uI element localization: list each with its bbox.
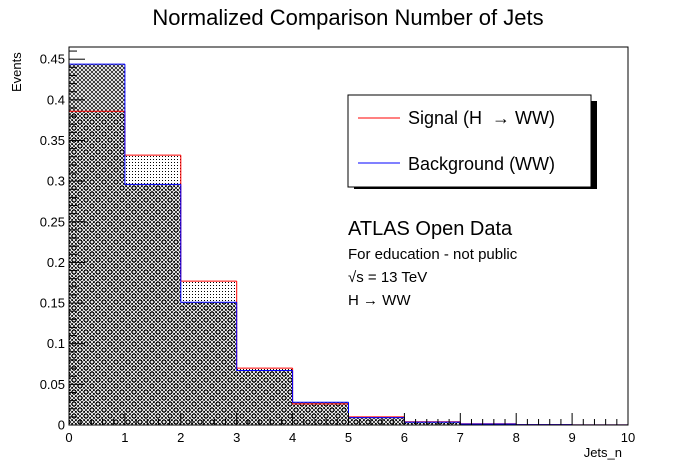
legend: Signal (H → WW) Background (WW) <box>347 94 597 189</box>
y-tick-label: 0.25 <box>40 214 65 229</box>
x-tick-label: 3 <box>233 430 240 445</box>
x-tick-label: 7 <box>457 430 464 445</box>
y-tick-label: 0.15 <box>40 296 65 311</box>
y-tick-label: 0.2 <box>47 255 65 270</box>
x-tick-label: 2 <box>177 430 184 445</box>
signal-bin-outline <box>236 281 293 369</box>
x-tick-label: 6 <box>401 430 408 445</box>
background-bin-fill <box>180 302 237 425</box>
y-tick-label: 0.45 <box>40 52 65 67</box>
signal-bin-outline <box>403 416 461 423</box>
atlas-heading: ATLAS Open Data <box>348 218 513 240</box>
y-tick-label: 0 <box>58 418 65 433</box>
background-bin-fill <box>69 64 125 425</box>
y-tick-label: 0.1 <box>47 336 65 351</box>
x-tick-label: 5 <box>345 430 352 445</box>
atlas-energy: √s = 13 TeV <box>348 269 427 286</box>
x-axis-label: Jets_n <box>584 445 622 460</box>
legend-signal-label: Signal (H → WW) <box>408 108 555 128</box>
background-bin-outline <box>180 184 237 303</box>
y-tick-label: 0.05 <box>40 377 65 392</box>
y-tick-label: 0.3 <box>47 174 65 189</box>
atlas-note: For education - not public <box>348 246 518 263</box>
x-tick-label: 0 <box>65 430 72 445</box>
y-tick-label: 0.35 <box>40 133 65 148</box>
atlas-annotation: ATLAS Open Data For education - not publ… <box>348 218 518 309</box>
background-bin-outline <box>124 64 181 185</box>
chart-title: Normalized Comparison Number of Jets <box>152 5 543 30</box>
y-axis-label: Events <box>9 52 24 92</box>
atlas-process: H → WW <box>348 292 411 309</box>
background-bin-outline <box>348 402 405 419</box>
background-bin-fill <box>348 417 405 425</box>
x-tick-label: 4 <box>289 430 296 445</box>
background-bin-outline <box>459 422 517 425</box>
legend-background-label: Background (WW) <box>408 154 555 174</box>
legend-box <box>347 94 592 188</box>
background-bin-fill <box>124 184 181 425</box>
x-tick-label: 8 <box>513 430 520 445</box>
histogram-fills <box>69 64 628 425</box>
x-tick-label: 10 <box>621 430 635 445</box>
background-bin-outline <box>292 370 349 403</box>
background-bin-fill <box>236 370 293 425</box>
signal-bin-outline <box>348 403 405 418</box>
signal-bin-outline <box>124 111 181 156</box>
x-tick-label: 9 <box>568 430 575 445</box>
signal-bin-outline <box>292 368 349 405</box>
signal-bin-outline <box>459 421 517 425</box>
background-bin-fill <box>404 422 461 425</box>
axes: 0 1 2 3 4 5 6 7 8 9 10 0 0.05 0.1 0.15 0.2 0.25 0.3 0.35 0.… <box>40 50 635 445</box>
x-tick-label: 1 <box>121 430 128 445</box>
y-tick-label: 0.4 <box>47 92 65 107</box>
background-bin-fill <box>292 402 349 425</box>
signal-bin-outline <box>180 155 237 282</box>
background-bin-outline <box>236 302 293 372</box>
